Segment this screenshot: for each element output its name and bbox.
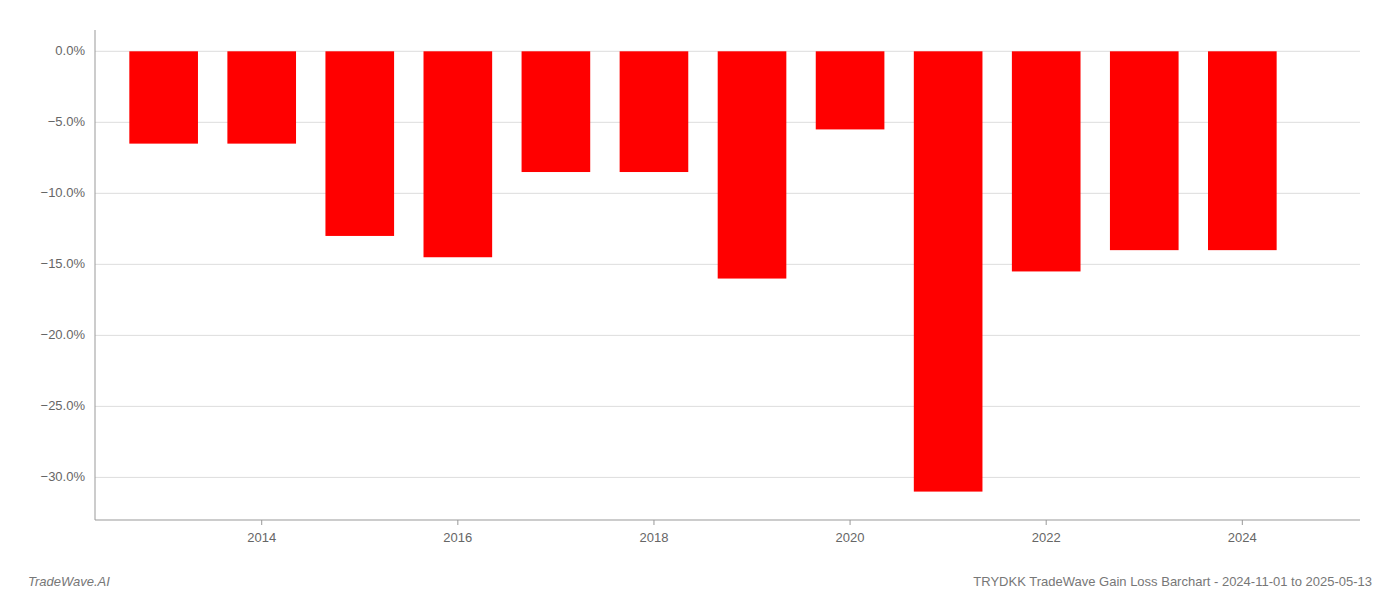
- bar: [718, 51, 787, 278]
- bar: [227, 51, 296, 143]
- background: [0, 0, 1400, 600]
- x-tick: [653, 520, 654, 525]
- chart: 0.0% −5.0% −10.0% −15.0% −20.0% −25.0% −30.0% 2…: [0, 0, 1400, 600]
- x-tick-label: 2020: [836, 530, 865, 545]
- x-axis-line: [95, 520, 1360, 521]
- bar: [424, 51, 493, 257]
- x-tick: [850, 520, 851, 525]
- x-tick: [457, 520, 458, 525]
- y-tick-labels: 0.0% −5.0% −10.0% −15.0% −20.0% −25.0% −30.0%: [41, 43, 86, 484]
- x-tick-label: 2018: [639, 530, 668, 545]
- x-tick-label: 2016: [443, 530, 472, 545]
- bar: [816, 51, 885, 129]
- bars: [129, 51, 1276, 491]
- y-tick-label: −25.0%: [41, 398, 86, 413]
- y-tick-label: −20.0%: [41, 327, 86, 342]
- y-tick-label: 0.0%: [55, 43, 85, 58]
- y-tick-label: −10.0%: [41, 185, 86, 200]
- y-tick-label: −5.0%: [48, 114, 86, 129]
- grid-line: [95, 335, 1360, 336]
- x-tick: [261, 520, 262, 525]
- bar: [914, 51, 983, 491]
- bar: [1110, 51, 1179, 250]
- y-axis-line: [95, 30, 96, 520]
- x-tick-labels: 2014 2016 2018 2020 2022 2024: [247, 520, 1257, 545]
- x-tick-label: 2014: [247, 530, 276, 545]
- bar: [1012, 51, 1081, 271]
- bar: [522, 51, 591, 172]
- x-tick: [1046, 520, 1047, 525]
- grid-line: [95, 406, 1360, 407]
- y-tick-label: −30.0%: [41, 469, 86, 484]
- x-tick-label: 2022: [1032, 530, 1061, 545]
- title: TRYDKK TradeWave Gain Loss Barchart - 20…: [973, 574, 1372, 589]
- y-tick-label: −15.0%: [41, 256, 86, 271]
- grid-line: [95, 477, 1360, 478]
- bar: [129, 51, 198, 143]
- y-grid: [95, 51, 1360, 477]
- bar: [1208, 51, 1277, 250]
- bar: [620, 51, 689, 172]
- x-tick: [1242, 520, 1243, 525]
- bar: [325, 51, 394, 236]
- x-tick-label: 2024: [1228, 530, 1257, 545]
- footer: TradeWave.AI: [28, 574, 110, 589]
